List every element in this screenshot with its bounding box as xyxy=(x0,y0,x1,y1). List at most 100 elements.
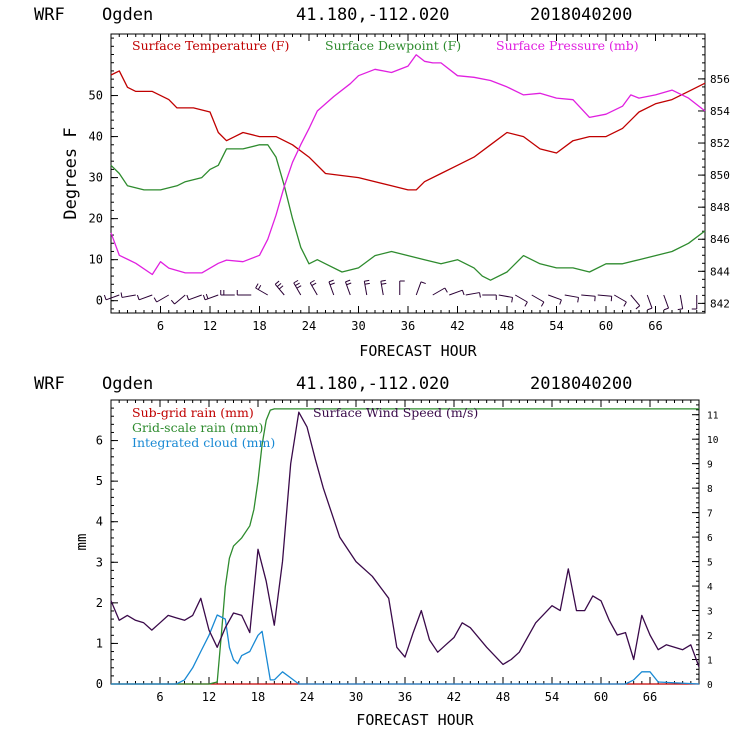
y-tick-label: 10 xyxy=(89,253,103,267)
wind-barb-feather xyxy=(381,282,387,285)
top-header-init: 2018040200 xyxy=(530,5,632,25)
top-header-site: Ogden xyxy=(102,5,153,25)
wind-barb-feather xyxy=(380,279,386,282)
x-tick-label: 36 xyxy=(401,319,415,333)
x-tick-label: 42 xyxy=(450,319,464,333)
wind-barb-shaft xyxy=(274,283,285,296)
wind-barb-feather xyxy=(186,294,190,300)
wind-barb-feather xyxy=(103,294,107,300)
y2-tick-label: 10 xyxy=(707,435,719,446)
y2-tick-label: 8 xyxy=(707,484,713,495)
wind-barb-feather xyxy=(311,282,317,286)
x-tick-label: 48 xyxy=(496,690,510,704)
x-tick-label: 54 xyxy=(545,690,559,704)
legend-integrated-cloud-mm: Integrated cloud (mm) xyxy=(132,435,275,450)
wind-barb-shaft xyxy=(564,294,579,298)
y2-tick-label: 844 xyxy=(710,265,730,278)
wind-barb-shaft xyxy=(679,294,684,309)
wind-barb-feather xyxy=(461,290,465,296)
wind-barb-shaft xyxy=(449,289,463,296)
wind-barb-feather xyxy=(170,299,175,305)
wind-barb-shaft xyxy=(432,287,446,296)
wind-barb-shaft xyxy=(309,282,318,296)
wind-barb-shaft xyxy=(581,294,596,297)
y-tick-label: 5 xyxy=(96,474,103,488)
y2-tick-label: 4 xyxy=(707,582,713,593)
wind-barb-feather xyxy=(345,279,351,283)
wind-barb-feather xyxy=(120,292,123,298)
y-tick-label: 3 xyxy=(96,555,103,569)
y-tick-label: 40 xyxy=(89,130,103,144)
y2-tick-label: 6 xyxy=(707,533,713,544)
wind-barb-shaft xyxy=(663,294,670,309)
wind-barb-feather xyxy=(257,284,262,290)
legend-surface-pressure-mb: Surface Pressure (mb) xyxy=(496,38,639,53)
x-tick-label: 6 xyxy=(157,319,164,333)
y2-tick-label: 846 xyxy=(710,233,730,246)
wind-barb-feather xyxy=(310,279,315,284)
x-tick-label: 54 xyxy=(549,319,563,333)
y-axis-label: Degrees F xyxy=(61,127,81,219)
x-tick-label: 60 xyxy=(599,319,613,333)
wind-barb-shaft xyxy=(415,281,422,296)
x-tick-label: 66 xyxy=(648,319,662,333)
wind-barb-feather xyxy=(153,297,158,303)
y-tick-label: 2 xyxy=(96,596,103,610)
x-tick-label: 30 xyxy=(349,690,363,704)
surface-dewpoint-f-line xyxy=(110,144,706,281)
x-tick-label: 24 xyxy=(300,690,314,704)
wind-barb-feather xyxy=(205,293,209,299)
plot-frame xyxy=(110,33,706,314)
wind-barb-feather xyxy=(328,279,334,283)
wind-barb-feather xyxy=(296,285,302,289)
y-tick-label: 1 xyxy=(96,636,103,650)
wind-barb-shaft xyxy=(138,294,153,301)
wind-barb-shaft xyxy=(156,294,169,303)
y2-tick-label: 1 xyxy=(707,656,713,667)
wind-barb-feather xyxy=(420,281,426,285)
x-tick-label: 60 xyxy=(594,690,608,704)
legend-surface-dewpoint-f: Surface Dewpoint (F) xyxy=(325,38,461,53)
y-tick-label: 0 xyxy=(96,677,103,691)
wind-barb-feather xyxy=(295,282,300,286)
wind-barb-feather xyxy=(677,308,683,311)
wind-barb-shaft xyxy=(646,294,653,309)
wind-barb-feather xyxy=(635,305,641,310)
wind-barb-shaft xyxy=(380,281,384,296)
grid-scale-rain-mm-line xyxy=(111,408,699,685)
wind-barb-shaft xyxy=(531,294,545,303)
wind-barb-shaft xyxy=(514,294,528,303)
y2-tick-label: 854 xyxy=(710,105,730,118)
y2-tick-label: 9 xyxy=(707,460,713,471)
wind-barb-feather xyxy=(136,294,140,300)
bottom-header-init: 2018040200 xyxy=(530,374,632,394)
wind-barb-feather xyxy=(647,307,653,311)
x-axis-label: FORECAST HOUR xyxy=(356,711,474,729)
y2-tick-label: 0 xyxy=(707,680,713,691)
wind-barb-shaft xyxy=(204,294,219,301)
bottom-header-model: WRF xyxy=(34,374,65,394)
wind-barb-shaft xyxy=(105,294,120,301)
wind-barb-shaft xyxy=(188,294,202,301)
x-tick-label: 66 xyxy=(643,690,657,704)
wind-barb-feather xyxy=(479,292,481,298)
x-tick-label: 30 xyxy=(351,319,365,333)
surface-wind-speed-m-s-line xyxy=(110,411,700,668)
x-tick-label: 36 xyxy=(398,690,412,704)
wind-barb-shaft xyxy=(344,281,351,296)
y2-tick-label: 5 xyxy=(707,558,713,569)
x-tick-label: 12 xyxy=(202,690,216,704)
y2-tick-label: 852 xyxy=(710,137,730,150)
y-tick-label: 0 xyxy=(96,294,103,308)
x-tick-label: 18 xyxy=(251,690,265,704)
wind-barb-shaft xyxy=(174,294,186,305)
y-tick-label: 20 xyxy=(89,212,103,226)
y-tick-label: 4 xyxy=(96,515,103,529)
wind-barb-shaft xyxy=(363,281,368,296)
wind-barb-shaft xyxy=(465,292,480,296)
x-tick-label: 6 xyxy=(156,690,163,704)
y2-tick-label: 850 xyxy=(710,169,730,182)
y2-tick-label: 856 xyxy=(710,73,730,86)
wind-barb-feather xyxy=(329,282,335,286)
